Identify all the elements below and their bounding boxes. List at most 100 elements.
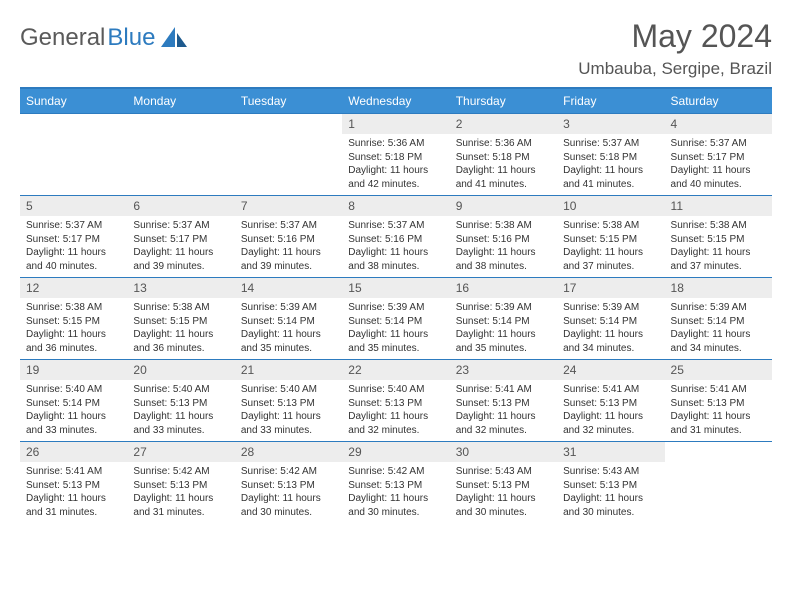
day-number: 19	[20, 360, 127, 380]
day-text: Sunrise: 5:39 AMSunset: 5:14 PMDaylight:…	[235, 298, 342, 359]
sunrise-text: Sunrise: 5:36 AM	[456, 137, 551, 151]
day-text: Sunrise: 5:37 AMSunset: 5:17 PMDaylight:…	[127, 216, 234, 277]
logo-text-2: Blue	[107, 24, 155, 52]
day-text: Sunrise: 5:40 AMSunset: 5:13 PMDaylight:…	[127, 380, 234, 441]
calendar-day: 8Sunrise: 5:37 AMSunset: 5:16 PMDaylight…	[342, 196, 449, 278]
sunset-text: Sunset: 5:13 PM	[133, 479, 228, 493]
weekday-header: Friday	[557, 88, 664, 114]
weekday-header: Monday	[127, 88, 234, 114]
calendar-day	[665, 442, 772, 524]
day-number: 20	[127, 360, 234, 380]
weekday-header: Saturday	[665, 88, 772, 114]
sunrise-text: Sunrise: 5:39 AM	[456, 301, 551, 315]
sunrise-text: Sunrise: 5:41 AM	[456, 383, 551, 397]
day-number: 10	[557, 196, 664, 216]
sunrise-text: Sunrise: 5:39 AM	[671, 301, 766, 315]
day-text: Sunrise: 5:42 AMSunset: 5:13 PMDaylight:…	[127, 462, 234, 523]
day-number: 30	[450, 442, 557, 462]
sunset-text: Sunset: 5:17 PM	[671, 151, 766, 165]
sunset-text: Sunset: 5:14 PM	[241, 315, 336, 329]
daylight-text: Daylight: 11 hours and 40 minutes.	[26, 246, 121, 273]
day-text: Sunrise: 5:40 AMSunset: 5:13 PMDaylight:…	[342, 380, 449, 441]
day-number: 11	[665, 196, 772, 216]
sunset-text: Sunset: 5:13 PM	[348, 397, 443, 411]
sunset-text: Sunset: 5:15 PM	[133, 315, 228, 329]
sunrise-text: Sunrise: 5:41 AM	[563, 383, 658, 397]
day-number: 3	[557, 114, 664, 134]
day-number: 7	[235, 196, 342, 216]
sunrise-text: Sunrise: 5:40 AM	[241, 383, 336, 397]
daylight-text: Daylight: 11 hours and 39 minutes.	[241, 246, 336, 273]
calendar-day: 28Sunrise: 5:42 AMSunset: 5:13 PMDayligh…	[235, 442, 342, 524]
calendar-day: 11Sunrise: 5:38 AMSunset: 5:15 PMDayligh…	[665, 196, 772, 278]
calendar-day: 15Sunrise: 5:39 AMSunset: 5:14 PMDayligh…	[342, 278, 449, 360]
sunrise-text: Sunrise: 5:39 AM	[241, 301, 336, 315]
daylight-text: Daylight: 11 hours and 32 minutes.	[348, 410, 443, 437]
day-number: 15	[342, 278, 449, 298]
day-number: 5	[20, 196, 127, 216]
calendar-head: SundayMondayTuesdayWednesdayThursdayFrid…	[20, 88, 772, 114]
sunset-text: Sunset: 5:18 PM	[456, 151, 551, 165]
daylight-text: Daylight: 11 hours and 41 minutes.	[563, 164, 658, 191]
day-text: Sunrise: 5:39 AMSunset: 5:14 PMDaylight:…	[665, 298, 772, 359]
day-text: Sunrise: 5:41 AMSunset: 5:13 PMDaylight:…	[557, 380, 664, 441]
daylight-text: Daylight: 11 hours and 35 minutes.	[241, 328, 336, 355]
daylight-text: Daylight: 11 hours and 36 minutes.	[133, 328, 228, 355]
sunrise-text: Sunrise: 5:39 AM	[563, 301, 658, 315]
month-title: May 2024	[578, 18, 772, 55]
daylight-text: Daylight: 11 hours and 38 minutes.	[348, 246, 443, 273]
sunrise-text: Sunrise: 5:42 AM	[348, 465, 443, 479]
weekday-header: Tuesday	[235, 88, 342, 114]
sunrise-text: Sunrise: 5:37 AM	[671, 137, 766, 151]
sunset-text: Sunset: 5:16 PM	[241, 233, 336, 247]
day-text: Sunrise: 5:37 AMSunset: 5:18 PMDaylight:…	[557, 134, 664, 195]
sunset-text: Sunset: 5:17 PM	[133, 233, 228, 247]
title-block: May 2024 Umbauba, Sergipe, Brazil	[578, 18, 772, 79]
calendar-day: 19Sunrise: 5:40 AMSunset: 5:14 PMDayligh…	[20, 360, 127, 442]
sunrise-text: Sunrise: 5:40 AM	[26, 383, 121, 397]
daylight-text: Daylight: 11 hours and 32 minutes.	[563, 410, 658, 437]
sunset-text: Sunset: 5:15 PM	[26, 315, 121, 329]
calendar-day: 13Sunrise: 5:38 AMSunset: 5:15 PMDayligh…	[127, 278, 234, 360]
day-text: Sunrise: 5:39 AMSunset: 5:14 PMDaylight:…	[450, 298, 557, 359]
daylight-text: Daylight: 11 hours and 34 minutes.	[563, 328, 658, 355]
day-number: 27	[127, 442, 234, 462]
sunrise-text: Sunrise: 5:42 AM	[133, 465, 228, 479]
calendar-table: SundayMondayTuesdayWednesdayThursdayFrid…	[20, 87, 772, 524]
sunrise-text: Sunrise: 5:38 AM	[133, 301, 228, 315]
location: Umbauba, Sergipe, Brazil	[578, 59, 772, 79]
day-text: Sunrise: 5:39 AMSunset: 5:14 PMDaylight:…	[342, 298, 449, 359]
daylight-text: Daylight: 11 hours and 36 minutes.	[26, 328, 121, 355]
sunset-text: Sunset: 5:18 PM	[563, 151, 658, 165]
daylight-text: Daylight: 11 hours and 38 minutes.	[456, 246, 551, 273]
calendar-day: 30Sunrise: 5:43 AMSunset: 5:13 PMDayligh…	[450, 442, 557, 524]
day-number: 2	[450, 114, 557, 134]
sunset-text: Sunset: 5:14 PM	[348, 315, 443, 329]
sunset-text: Sunset: 5:13 PM	[456, 397, 551, 411]
daylight-text: Daylight: 11 hours and 31 minutes.	[671, 410, 766, 437]
daylight-text: Daylight: 11 hours and 33 minutes.	[241, 410, 336, 437]
sunset-text: Sunset: 5:16 PM	[348, 233, 443, 247]
sunset-text: Sunset: 5:13 PM	[348, 479, 443, 493]
day-number: 23	[450, 360, 557, 380]
calendar-week: 12Sunrise: 5:38 AMSunset: 5:15 PMDayligh…	[20, 278, 772, 360]
day-text: Sunrise: 5:43 AMSunset: 5:13 PMDaylight:…	[450, 462, 557, 523]
day-number: 29	[342, 442, 449, 462]
daylight-text: Daylight: 11 hours and 33 minutes.	[133, 410, 228, 437]
day-text: Sunrise: 5:36 AMSunset: 5:18 PMDaylight:…	[342, 134, 449, 195]
day-number: 18	[665, 278, 772, 298]
day-text: Sunrise: 5:37 AMSunset: 5:17 PMDaylight:…	[665, 134, 772, 195]
calendar-day: 27Sunrise: 5:42 AMSunset: 5:13 PMDayligh…	[127, 442, 234, 524]
header: GeneralBlue May 2024 Umbauba, Sergipe, B…	[20, 18, 772, 79]
calendar-day: 7Sunrise: 5:37 AMSunset: 5:16 PMDaylight…	[235, 196, 342, 278]
day-number: 9	[450, 196, 557, 216]
daylight-text: Daylight: 11 hours and 35 minutes.	[348, 328, 443, 355]
day-text: Sunrise: 5:38 AMSunset: 5:15 PMDaylight:…	[20, 298, 127, 359]
calendar-day: 12Sunrise: 5:38 AMSunset: 5:15 PMDayligh…	[20, 278, 127, 360]
sunset-text: Sunset: 5:16 PM	[456, 233, 551, 247]
daylight-text: Daylight: 11 hours and 30 minutes.	[348, 492, 443, 519]
calendar-day: 1Sunrise: 5:36 AMSunset: 5:18 PMDaylight…	[342, 114, 449, 196]
sunset-text: Sunset: 5:13 PM	[241, 397, 336, 411]
day-number: 17	[557, 278, 664, 298]
sunrise-text: Sunrise: 5:37 AM	[133, 219, 228, 233]
